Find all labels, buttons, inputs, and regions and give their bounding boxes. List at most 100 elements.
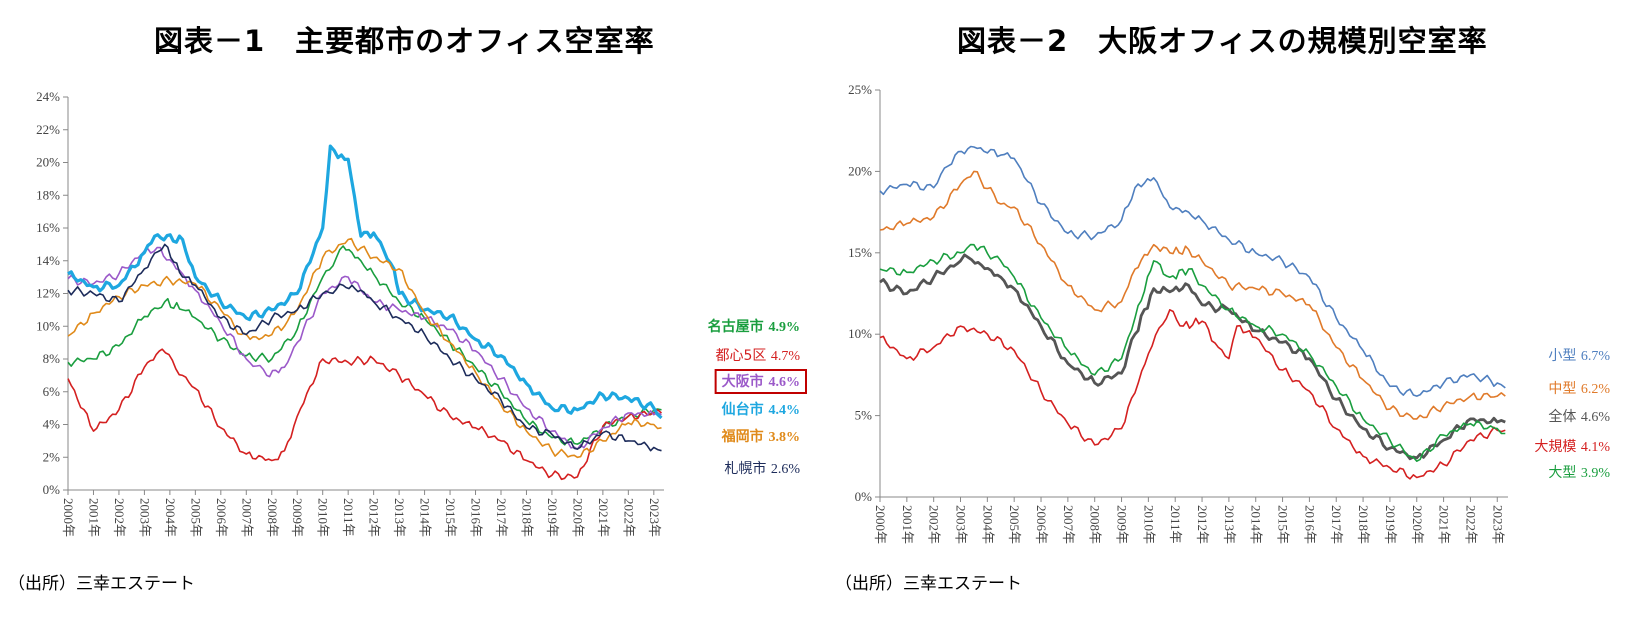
x-tick-label: 2003年 — [137, 498, 152, 537]
x-tick-label: 2015年 — [443, 498, 458, 537]
chart1-title: 図表－1 主要都市のオフィス空室率 — [154, 24, 655, 58]
chart2-title: 図表－2 大阪オフィスの規模別空室率 — [957, 24, 1488, 58]
x-tick-label: 2021年 — [596, 498, 611, 537]
x-tick-label: 2008年 — [265, 498, 280, 537]
x-tick-label: 2000年 — [61, 498, 76, 537]
y-tick-label: 5% — [855, 408, 873, 423]
x-tick-label: 2018年 — [519, 498, 534, 537]
x-tick-label: 2009年 — [290, 498, 305, 537]
x-tick-label: 2006年 — [1034, 505, 1049, 544]
y-tick-label: 2% — [43, 449, 61, 464]
legend-value: 4.9% — [769, 320, 801, 335]
legend-name: 名古屋市 — [708, 318, 769, 335]
y-tick-label: 18% — [36, 187, 60, 202]
legend-label-小型: 小型 6.7% — [1548, 348, 1610, 364]
legend-value: 4.7% — [771, 349, 801, 364]
source-note-right: （出所）三幸エステート — [835, 574, 1022, 594]
legend-label-仙台市: 仙台市 4.4% — [722, 401, 800, 418]
x-tick-label: 2016年 — [469, 498, 484, 537]
legend-label-都心5区: 都心5区 4.7% — [715, 348, 800, 364]
legend-label-大阪市: 大阪市 4.6% — [722, 373, 800, 390]
y-tick-label: 0% — [43, 482, 61, 497]
x-tick-label: 2010年 — [316, 498, 331, 537]
x-tick-label: 2016年 — [1302, 505, 1317, 544]
x-tick-label: 2017年 — [494, 498, 509, 537]
y-tick-label: 4% — [43, 417, 61, 432]
x-tick-label: 2019年 — [545, 498, 560, 537]
y-tick-label: 6% — [43, 384, 61, 399]
x-tick-label: 2004年 — [980, 505, 995, 544]
x-tick-label: 2002年 — [112, 498, 127, 537]
legend-name: 札幌市 — [724, 460, 770, 477]
x-tick-label: 2019年 — [1383, 505, 1398, 544]
y-tick-label: 16% — [36, 220, 60, 235]
y-tick-label: 0% — [855, 489, 873, 504]
y-tick-label: 24% — [36, 89, 60, 104]
legend-value: 4.4% — [769, 403, 801, 418]
legend-highlight-box — [714, 369, 807, 394]
x-tick-label: 2022年 — [1463, 505, 1478, 544]
legend-name: 大阪市 — [722, 373, 769, 390]
legend-value: 3.8% — [769, 430, 801, 445]
legend-name: 大規模 — [1534, 439, 1580, 455]
series-line-中型 — [879, 170, 1506, 420]
x-tick-label: 2005年 — [188, 498, 203, 537]
x-tick-label: 2015年 — [1276, 505, 1291, 544]
x-tick-label: 2000年 — [873, 505, 888, 544]
legend-name: 大型 — [1548, 465, 1580, 481]
legend-name: 中型 — [1548, 381, 1580, 397]
x-tick-label: 2004年 — [163, 498, 178, 537]
y-tick-label: 12% — [36, 286, 60, 301]
x-tick-label: 2020年 — [1410, 505, 1425, 544]
series-line-大型 — [879, 243, 1506, 462]
series-line-大規模 — [879, 309, 1506, 480]
y-tick-label: 20% — [36, 155, 60, 170]
x-tick-label: 2002年 — [927, 505, 942, 544]
x-tick-label: 2007年 — [1061, 505, 1076, 544]
x-tick-label: 2012年 — [367, 498, 382, 537]
legend-value: 4.6% — [1581, 410, 1611, 425]
x-tick-label: 2010年 — [1141, 505, 1156, 544]
legend-name: 仙台市 — [722, 401, 769, 418]
legend-name: 全体 — [1548, 408, 1580, 425]
x-tick-label: 2014年 — [1249, 505, 1264, 544]
legend-value: 2.6% — [771, 462, 801, 477]
legend-label-大型: 大型 3.9% — [1548, 465, 1610, 481]
x-tick-label: 2009年 — [1115, 505, 1130, 544]
x-tick-label: 2011年 — [1168, 505, 1183, 544]
legend-label-札幌市: 札幌市 2.6% — [724, 460, 800, 477]
legend-label-大規模: 大規模 4.1% — [1534, 439, 1610, 455]
legend-label-中型: 中型 6.2% — [1548, 381, 1610, 397]
y-tick-label: 20% — [848, 163, 872, 178]
legend-value: 4.6% — [769, 375, 801, 390]
legend-value: 6.2% — [1581, 382, 1611, 397]
x-tick-label: 2021年 — [1437, 505, 1452, 544]
x-tick-label: 2023年 — [1490, 505, 1505, 544]
x-tick-label: 2006年 — [214, 498, 229, 537]
x-tick-label: 2011年 — [341, 498, 356, 537]
x-tick-label: 2007年 — [239, 498, 254, 537]
series-line-都心5区 — [67, 348, 663, 481]
x-tick-label: 2023年 — [647, 498, 662, 537]
chart-1: 0% 2% 4% 6% 8% 10% 12% 14% 16% 18% 20% 22% 24% 2000年 2… — [36, 89, 807, 537]
x-tick-label: 2001年 — [900, 505, 915, 544]
y-tick-label: 22% — [36, 122, 60, 137]
series-line-札幌市 — [67, 243, 662, 452]
y-tick-label: 14% — [36, 253, 60, 268]
y-tick-label: 15% — [848, 245, 872, 260]
x-tick-label: 2003年 — [954, 505, 969, 544]
chart-2: 0% 5% 10% 15% 20% 25% 2000年 2001年 2002年 2003年 2004… — [848, 82, 1610, 544]
y-tick-label: 10% — [848, 326, 872, 341]
x-tick-label: 2018年 — [1356, 505, 1371, 544]
legend-label-名古屋市: 名古屋市 4.9% — [708, 318, 800, 335]
x-tick-label: 2012年 — [1195, 505, 1210, 544]
legend-label-全体: 全体 4.6% — [1548, 408, 1610, 425]
series-line-全体 — [879, 253, 1506, 461]
legend-name: 福岡市 — [721, 428, 769, 445]
y-tick-label: 25% — [848, 82, 872, 97]
x-tick-label: 2001年 — [86, 498, 101, 537]
series-line-大阪市 — [67, 246, 662, 450]
x-tick-label: 2013年 — [1222, 505, 1237, 544]
source-note-left: （出所）三幸エステート — [8, 574, 195, 594]
legend-name: 小型 — [1548, 348, 1580, 364]
